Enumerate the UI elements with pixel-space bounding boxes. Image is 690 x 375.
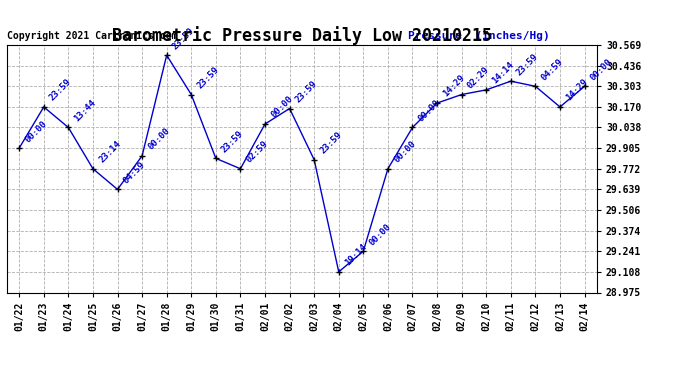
Text: Copyright 2021 Cartronics.com: Copyright 2021 Cartronics.com <box>7 32 177 41</box>
Text: 14:29: 14:29 <box>564 77 589 103</box>
Text: 00:00: 00:00 <box>589 57 614 82</box>
Text: 23:59: 23:59 <box>171 26 196 51</box>
Text: 19:14: 19:14 <box>343 242 368 268</box>
Text: 23:14: 23:14 <box>97 139 122 165</box>
Text: 14:14: 14:14 <box>491 60 515 86</box>
Text: 04:59: 04:59 <box>540 57 565 82</box>
Text: 04:59: 04:59 <box>121 160 147 185</box>
Text: 00:00: 00:00 <box>392 139 417 165</box>
Title: Barometric Pressure Daily Low 20210215: Barometric Pressure Daily Low 20210215 <box>112 26 492 45</box>
Text: 13:44: 13:44 <box>72 98 98 123</box>
Text: 02:29: 02:29 <box>466 65 491 90</box>
Text: 00:00: 00:00 <box>23 118 49 144</box>
Text: 23:59: 23:59 <box>294 79 319 104</box>
Text: 23:59: 23:59 <box>220 129 246 154</box>
Text: 00:00: 00:00 <box>269 94 295 120</box>
Text: 00:00: 00:00 <box>368 222 393 247</box>
Text: 23:59: 23:59 <box>48 77 73 103</box>
Text: 23:59: 23:59 <box>195 65 221 90</box>
Text: 23:59: 23:59 <box>318 130 344 156</box>
Text: 23:59: 23:59 <box>515 52 540 77</box>
Text: 02:59: 02:59 <box>244 139 270 165</box>
Text: 00:00: 00:00 <box>146 126 172 152</box>
Text: Pressure  (Inches/Hg): Pressure (Inches/Hg) <box>408 32 550 41</box>
Text: 14:29: 14:29 <box>441 74 466 99</box>
Text: 00:00: 00:00 <box>417 98 442 123</box>
